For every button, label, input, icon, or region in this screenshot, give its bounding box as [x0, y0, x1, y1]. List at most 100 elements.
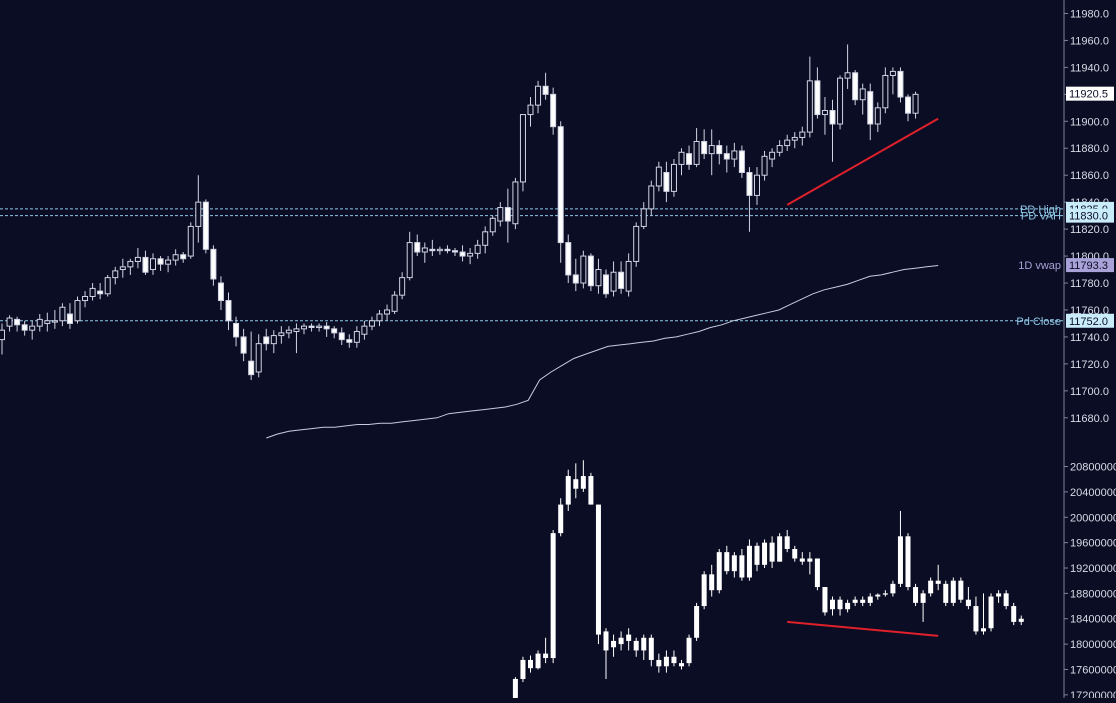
price-candle — [384, 304, 391, 321]
price-body — [406, 242, 413, 279]
indicator-body — [837, 599, 843, 610]
indicator-body — [845, 602, 851, 610]
indicator-body — [588, 476, 594, 505]
level-badge-1: 11830.0 — [1069, 211, 1108, 223]
price-candle — [29, 320, 36, 340]
price-candle — [429, 239, 436, 257]
price-body — [165, 259, 172, 265]
price-candle — [754, 167, 760, 205]
indicator-candle — [528, 655, 533, 673]
indicator-tick-label: 19200000 — [1070, 563, 1116, 575]
indicator-tick-label: 17600000 — [1070, 664, 1116, 676]
last-price-badge-bg — [1066, 86, 1114, 101]
price-body — [708, 145, 715, 155]
price-body — [746, 172, 753, 196]
price-tick-label: 11860.0 — [1070, 170, 1109, 182]
price-body — [663, 172, 670, 192]
level-label-0: PD High — [1020, 204, 1061, 216]
indicator-tick-label: 18000000 — [1070, 639, 1116, 651]
price-candle — [0, 323, 5, 355]
price-candle — [150, 253, 156, 275]
price-body — [316, 325, 323, 328]
indicator-trendline[interactable] — [787, 620, 939, 637]
price-axis[interactable]: 11980.011960.011940.011920.011900.011880… — [1016, 0, 1116, 702]
price-candle — [14, 316, 21, 332]
price-body — [210, 248, 217, 280]
indicator-candle — [694, 602, 700, 641]
indicator-body — [1018, 618, 1024, 622]
indicator-candle — [558, 498, 564, 537]
indicator-panel[interactable] — [512, 460, 1024, 702]
price-candle — [497, 202, 504, 227]
indicator-candle — [1018, 615, 1024, 626]
indicator-candle — [724, 545, 730, 575]
indicator-candle — [663, 650, 669, 673]
level-badge-1-bg — [1066, 208, 1114, 223]
price-body — [633, 225, 640, 262]
price-candle — [97, 283, 104, 300]
indicator-body — [897, 536, 903, 584]
price-body — [74, 300, 81, 322]
price-trendline[interactable] — [786, 117, 939, 206]
indicator-candle — [807, 552, 813, 575]
indicator-body — [724, 552, 730, 572]
price-candle — [346, 334, 353, 348]
indicator-tick-label: 18800000 — [1070, 588, 1116, 600]
price-candle — [331, 326, 338, 339]
indicator-candle — [633, 637, 639, 657]
price-candle — [776, 140, 783, 157]
price-tick-label: 11700.0 — [1070, 386, 1109, 398]
price-candle — [82, 291, 89, 308]
price-candle — [882, 67, 889, 114]
price-candle — [285, 326, 292, 339]
indicator-candle — [520, 656, 526, 683]
price-candle — [723, 145, 730, 173]
indicator-candle — [731, 552, 737, 578]
price-body — [716, 145, 723, 155]
price-candle — [738, 145, 745, 178]
indicator-body — [701, 574, 707, 607]
indicator-body — [867, 596, 873, 603]
indicator-candle — [988, 593, 994, 632]
price-body — [527, 104, 534, 116]
price-candle — [217, 276, 224, 310]
price-candle — [165, 256, 172, 273]
price-candle — [821, 97, 828, 135]
price-body — [361, 325, 368, 335]
price-candle — [452, 247, 458, 257]
indicator-body — [694, 606, 700, 638]
price-body — [535, 85, 542, 106]
price-body — [595, 269, 602, 287]
price-candle — [814, 67, 821, 119]
price-candle — [316, 323, 323, 332]
price-candle — [701, 129, 708, 160]
price-body — [874, 107, 881, 125]
indicator-body — [950, 580, 956, 603]
price-body — [233, 322, 240, 338]
price-body — [829, 110, 836, 125]
price-body — [452, 250, 458, 253]
indicator-candle — [814, 558, 820, 591]
price-candle — [784, 134, 791, 151]
indicator-body — [679, 663, 684, 667]
indicator-body — [807, 558, 813, 562]
price-candle — [799, 126, 806, 146]
price-body — [580, 255, 587, 284]
indicator-body — [769, 542, 775, 562]
price-candle — [829, 99, 836, 162]
indicator-candle — [981, 593, 986, 635]
price-panel[interactable] — [0, 44, 1064, 439]
indicator-body — [535, 653, 541, 669]
indicator-candle — [1011, 602, 1017, 626]
indicator-body — [671, 656, 677, 664]
indicator-candle — [603, 628, 609, 679]
price-body — [225, 300, 232, 322]
indicator-body — [981, 628, 986, 632]
price-body — [693, 141, 700, 165]
price-body — [678, 151, 685, 165]
price-body — [263, 336, 270, 345]
indicator-body — [943, 583, 949, 603]
price-tick-label: 11680.0 — [1070, 413, 1109, 425]
